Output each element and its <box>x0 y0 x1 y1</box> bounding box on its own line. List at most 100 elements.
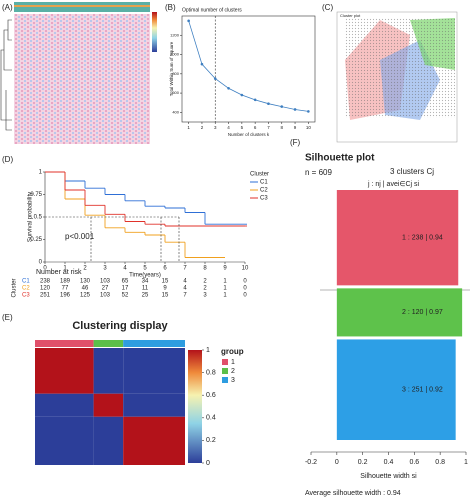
matrix-block <box>35 348 94 394</box>
x-tick-label: 8 <box>280 125 283 130</box>
risk-count: 7 <box>183 293 187 299</box>
y-axis-label: Total Within Sum of Square <box>169 41 174 96</box>
y-tick-label: 1 <box>39 170 43 176</box>
color-tick-label: 0.2 <box>206 437 216 444</box>
bar-label: 1 : 238 | 0.94 <box>402 235 443 242</box>
x-tick-label: 0.8 <box>435 459 445 466</box>
x-tick-label: 6 <box>254 125 257 130</box>
risk-count: 2 <box>203 286 207 292</box>
x-tick-label: 9 <box>223 266 227 272</box>
risk-count: 25 <box>142 293 149 299</box>
heatmap-a <box>0 2 157 144</box>
risk-count: 34 <box>142 279 149 285</box>
bar-label: 3 : 251 | 0.92 <box>402 387 443 394</box>
risk-row-label: C1 <box>22 279 30 285</box>
matrix-block <box>93 393 124 417</box>
legend-gradient <box>152 12 157 52</box>
point <box>240 93 244 97</box>
risk-count: 103 <box>100 279 111 285</box>
risk-count: 1 <box>223 286 227 292</box>
y-tick-label: 800 <box>172 71 179 76</box>
x-tick-label: 5 <box>143 266 147 272</box>
x-tick-label: 4 <box>227 125 230 130</box>
panel-label: (D) <box>2 155 13 164</box>
chart-title: Clustering display <box>72 320 168 332</box>
risk-y-label: Cluster <box>12 278 18 297</box>
risk-count: 65 <box>122 279 129 285</box>
risk-count: 103 <box>100 293 111 299</box>
y-tick-label: 0.25 <box>30 237 42 243</box>
x-axis-label: Number of clusters k <box>228 132 270 137</box>
x-tick-label: 0 <box>43 266 47 272</box>
legend-label: C1 <box>260 180 268 186</box>
chart-title: Optimal number of clusters <box>182 7 242 13</box>
x-tick-label: 2 <box>83 266 87 272</box>
risk-count: 1 <box>223 279 227 285</box>
cluster-plot-c <box>336 11 458 143</box>
risk-count: 27 <box>102 286 109 292</box>
legend-title: group <box>221 347 244 356</box>
risk-count: 9 <box>163 286 167 292</box>
y-tick-label: 0 <box>39 260 43 266</box>
group-bar <box>123 340 185 347</box>
x-tick-label: 1 <box>63 266 67 272</box>
panel-label: (C) <box>322 3 333 12</box>
points <box>345 18 455 118</box>
panel-label: (E) <box>2 313 13 322</box>
point <box>280 105 284 108</box>
risk-count: 17 <box>122 286 129 292</box>
point <box>293 108 297 111</box>
matrix-block <box>93 348 124 394</box>
legend-label: C2 <box>260 188 268 194</box>
x-tick-label: 10 <box>242 266 249 272</box>
x-tick-label: 2 <box>201 125 204 130</box>
y-tick-label: 1200 <box>170 32 180 37</box>
legend-swatch <box>222 359 228 365</box>
risk-count: 3 <box>203 293 207 299</box>
risk-count: 130 <box>80 279 91 285</box>
point <box>307 110 310 113</box>
risk-count: 196 <box>60 293 71 299</box>
panel-label: (B) <box>165 3 176 12</box>
x-tick-label: 0.4 <box>384 459 394 466</box>
silhouette-bar <box>336 190 459 286</box>
y-tick-label: 0.75 <box>30 192 42 198</box>
risk-count: 77 <box>62 286 69 292</box>
risk-count: 11 <box>142 286 149 292</box>
risk-count: 4 <box>183 286 187 292</box>
panel-label: (F) <box>290 138 301 147</box>
legend-swatch <box>222 377 228 383</box>
annotation: p<0.001 <box>65 232 95 241</box>
risk-count: 15 <box>162 293 169 299</box>
group-bar <box>93 340 124 347</box>
risk-count: 120 <box>40 286 51 292</box>
legend-label: 2 <box>231 368 235 375</box>
legend-label: 1 <box>231 359 235 366</box>
color-scale <box>188 350 202 463</box>
point <box>213 77 217 80</box>
matrix-block <box>123 393 185 417</box>
annotation-bars <box>14 5 150 7</box>
clusters-label: 3 clusters Cj <box>390 167 434 176</box>
risk-count: 46 <box>82 286 89 292</box>
footer: Average silhouette width : 0.94 <box>305 490 401 497</box>
line <box>188 20 309 112</box>
y-axis-label: Survival probability <box>28 192 34 242</box>
y-tick-label: 400 <box>172 109 179 114</box>
legend-label: 3 <box>231 377 235 384</box>
risk-table-title: Number at risk <box>36 269 82 276</box>
x-tick-label: 6 <box>163 266 167 272</box>
x-tick-label: 1 <box>464 459 468 466</box>
matrix-block <box>93 416 124 465</box>
risk-count: 15 <box>162 279 169 285</box>
point <box>200 62 204 66</box>
risk-row-label: C3 <box>22 293 30 299</box>
risk-count: 238 <box>40 279 51 285</box>
x-tick-label: 0.2 <box>358 459 368 466</box>
point <box>227 86 230 90</box>
point <box>267 102 270 105</box>
risk-count: 189 <box>60 279 71 285</box>
point <box>253 98 257 102</box>
chart-title: Cluster plot <box>340 13 361 18</box>
x-tick-label: 10 <box>306 125 312 130</box>
